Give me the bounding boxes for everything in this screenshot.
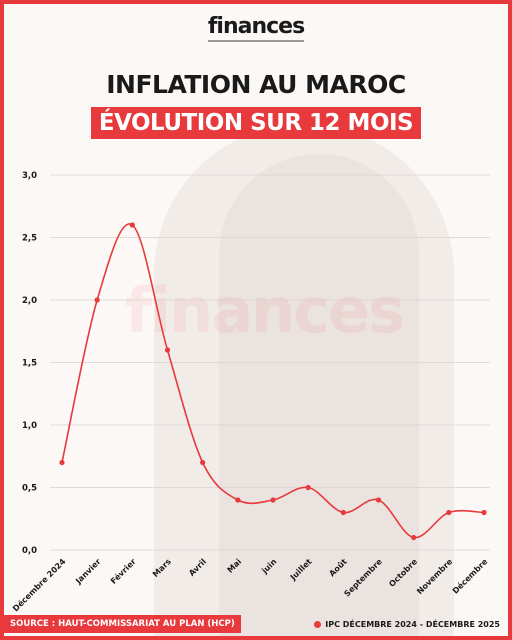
series-line: [61, 223, 485, 539]
x-tick-label: Juillet: [288, 557, 314, 583]
x-tick-labels: Décembre 2024 Janvier Février Mars Avril Mai j…: [10, 556, 489, 613]
background-arch-inner: [219, 154, 419, 636]
logo-underline: [208, 40, 304, 42]
data-point: [94, 297, 100, 303]
data-points: [59, 222, 487, 541]
y-tick-label: 2,5: [22, 234, 37, 244]
source-note: SOURCE : HAUT-COMMISSARIAT AU PLAN (HCP): [4, 615, 241, 633]
x-tick-label: Septembre: [342, 557, 384, 599]
x-tick-label: Mai: [225, 557, 243, 575]
x-tick-label: Octobre: [387, 557, 419, 589]
brand-logo: finances: [0, 16, 512, 42]
data-point: [200, 459, 206, 466]
data-point: [375, 497, 382, 503]
data-point: [411, 534, 417, 541]
data-point: [59, 459, 65, 466]
legend-label: IPC DÉCEMBRE 2024 - DÉCEMBRE 2025: [325, 619, 500, 629]
title-line2: ÉVOLUTION SUR 12 MOIS: [90, 107, 422, 139]
y-tick-label: 1,0: [22, 421, 37, 431]
x-tick-label: Février: [108, 556, 138, 586]
x-tick-label: Novembre: [415, 557, 454, 596]
y-tick-label: 2,0: [22, 296, 37, 306]
x-tick-label: Décembre: [450, 556, 490, 596]
data-point: [481, 509, 487, 516]
title-line1: INFLATION AU MAROC: [106, 70, 406, 99]
x-tick-label: Décembre 2024: [10, 556, 67, 613]
x-tick-label: Mars: [151, 557, 173, 579]
data-point: [270, 497, 276, 503]
x-tick-label: Avril: [187, 557, 208, 578]
x-tick-label: juin: [259, 557, 278, 576]
legend-marker: [314, 620, 322, 628]
data-point: [235, 497, 241, 503]
y-tick-label: 3,0: [22, 171, 37, 181]
grid-layer: [50, 174, 490, 551]
y-tick-labels: 0,0 0,5 1,0 1,5 2,0 2,5 3,0: [22, 171, 37, 556]
data-point: [305, 484, 311, 491]
data-point: [164, 347, 171, 353]
data-point: [340, 509, 346, 516]
data-point: [446, 509, 452, 516]
y-tick-label: 0,0: [22, 546, 37, 556]
y-tick-label: 0,5: [22, 484, 37, 494]
legend: IPC DÉCEMBRE 2024 - DÉCEMBRE 2025: [314, 615, 500, 633]
x-tick-label: Janvier: [73, 557, 102, 586]
logo-text: finances: [207, 14, 305, 39]
x-tick-label: Août: [327, 557, 348, 578]
data-point: [129, 222, 135, 228]
y-tick-label: 1,5: [22, 359, 37, 369]
watermark-logo: finances: [124, 274, 405, 347]
